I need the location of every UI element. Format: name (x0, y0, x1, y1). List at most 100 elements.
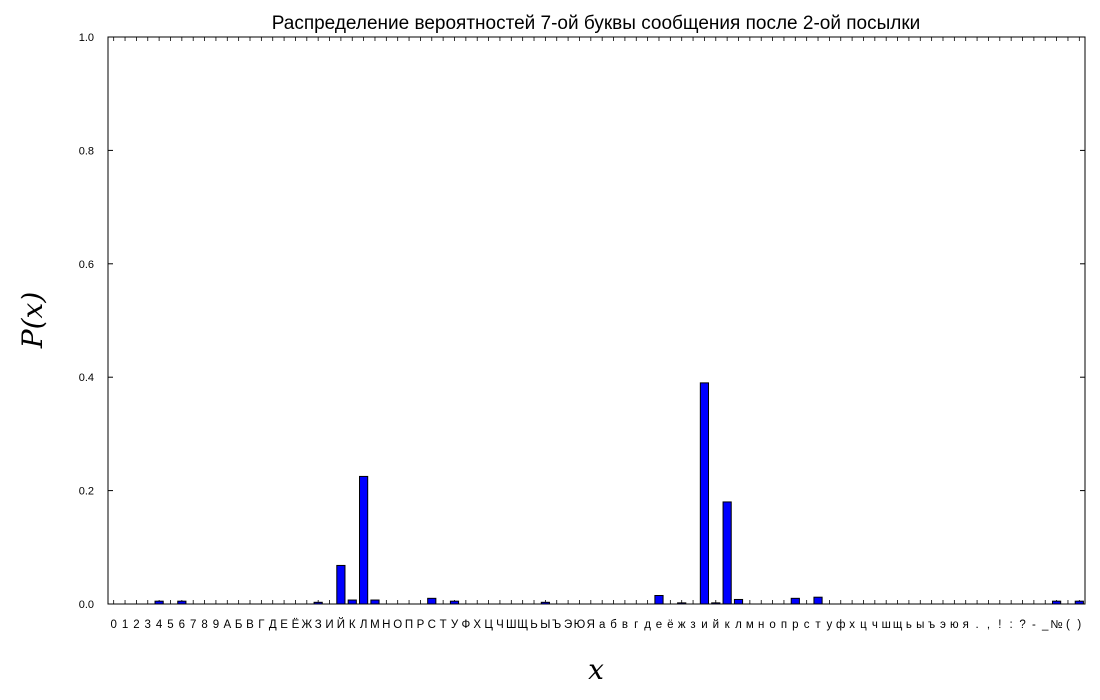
x-tick-label: 3 (145, 619, 151, 631)
x-tick-label: А (223, 619, 231, 631)
x-tick-label: . (975, 619, 978, 631)
x-tick-label: Й (337, 618, 345, 631)
x-tick-label: : (1010, 619, 1013, 631)
x-tick-label: й (713, 619, 719, 631)
x-tick-label: к (725, 619, 731, 631)
x-tick-label: Ф (461, 619, 470, 631)
x-tick-label: И (325, 619, 333, 631)
x-tick-label: 6 (179, 619, 185, 631)
bar-Й (336, 564, 346, 605)
y-tick-label: 0.6 (79, 259, 94, 271)
x-tick-label: Ь (530, 619, 538, 631)
x-tick-label: ц (860, 619, 867, 631)
x-tick-label: 0 (110, 619, 116, 631)
x-tick-label: ч (872, 619, 878, 631)
bar-л (733, 598, 744, 605)
bar-Л (359, 475, 369, 605)
x-tick-label: п (781, 619, 787, 631)
x-tick-label: Е (280, 619, 288, 631)
x-tick-label: Щ (517, 619, 528, 631)
x-tick-label: ь (906, 619, 912, 631)
x-tick-label: н (758, 619, 764, 631)
y-tick-label: 1.0 (79, 32, 94, 44)
y-tick-label: 0.8 (79, 145, 94, 157)
x-tick-label: _ (1041, 619, 1049, 631)
x-tick-label: П (405, 619, 413, 631)
x-tick-label: 9 (213, 619, 219, 631)
x-tick-label: з (690, 619, 695, 631)
x-tick-label: у (827, 619, 833, 631)
x-tick-label: Н (382, 619, 390, 631)
x-tick-label: 7 (190, 619, 196, 631)
x-tick-label: Д (269, 619, 277, 631)
x-tick-label: ш (882, 619, 891, 631)
bar-М (370, 599, 380, 605)
x-tick-label: и (701, 619, 707, 631)
plot-frame (107, 36, 1086, 605)
x-tick-label: З (315, 619, 322, 631)
x-tick-label: Х (473, 619, 481, 631)
bar-к (722, 501, 732, 605)
x-tick-label: э (940, 619, 946, 631)
x-tick-label: б (610, 619, 617, 631)
x-tick-label: Р (417, 619, 425, 631)
x-tick-label: 8 (201, 619, 207, 631)
x-tick-label: , (987, 619, 990, 631)
x-tick-label: Ш (506, 619, 517, 631)
x-tick-label: Ю (574, 619, 586, 631)
x-tick-label: 1 (122, 619, 128, 631)
x-tick-label: я (963, 619, 969, 631)
x-tick-label: с (804, 619, 810, 631)
x-tick-label: 4 (156, 619, 163, 631)
x-tick-label: № (1050, 619, 1062, 631)
x-tick-label: Ы (540, 619, 550, 631)
x-tick-label: ё (667, 619, 673, 631)
x-tick-label: У (451, 619, 459, 631)
y-tick-label: 0.2 (79, 486, 94, 498)
x-tick-label: г (634, 619, 638, 631)
x-tick-label: т (815, 619, 821, 631)
x-tick-label: щ (893, 619, 903, 631)
x-tick-label: Б (235, 619, 243, 631)
y-tick-label: 0.0 (79, 599, 94, 611)
x-tick-label: К (349, 619, 356, 631)
y-axis-ticks: 0.0 0.2 0.4 0.6 0.8 1.0 (79, 32, 1085, 611)
bar-т (813, 596, 823, 605)
x-tick-label: ! (998, 619, 1001, 631)
x-tick-label: Л (360, 619, 368, 631)
x-tick-label: Т (440, 619, 447, 631)
bars-group (154, 382, 1084, 605)
x-tick-label: о (769, 619, 775, 631)
x-tick-label: а (599, 619, 606, 631)
x-tick-label: д (644, 619, 651, 631)
x-tick-label: Ё (292, 619, 300, 631)
x-tick-label: М (370, 619, 380, 631)
x-tick-label: ( (1066, 619, 1070, 631)
x-tick-label: Ц (484, 619, 493, 631)
x-tick-label: 5 (167, 619, 173, 631)
x-tick-label: ъ (928, 619, 935, 631)
x-tick-label: В (246, 619, 254, 631)
bar-С (427, 597, 437, 605)
bar-е (654, 594, 664, 605)
x-tick-label: Г (258, 619, 265, 631)
x-tick-label: О (393, 619, 402, 631)
x-tick-label: л (735, 619, 742, 631)
x-tick-label: х (849, 619, 855, 631)
x-tick-label: р (792, 619, 798, 631)
x-tick-label: Ч (496, 619, 504, 631)
y-axis-label: P(x) (16, 292, 49, 349)
x-tick-label: ф (836, 619, 845, 631)
x-axis-label: x (588, 653, 604, 686)
x-tick-label: ю (950, 619, 959, 631)
x-tick-label: ? (1019, 619, 1025, 631)
bar-и (699, 382, 710, 605)
x-tick-label: ж (678, 619, 686, 631)
bar-р (790, 597, 800, 605)
x-tick-label: Э (564, 619, 572, 631)
bar-К (347, 599, 357, 605)
x-tick-label: ) (1077, 619, 1081, 631)
x-tick-label: Ж (301, 619, 312, 631)
